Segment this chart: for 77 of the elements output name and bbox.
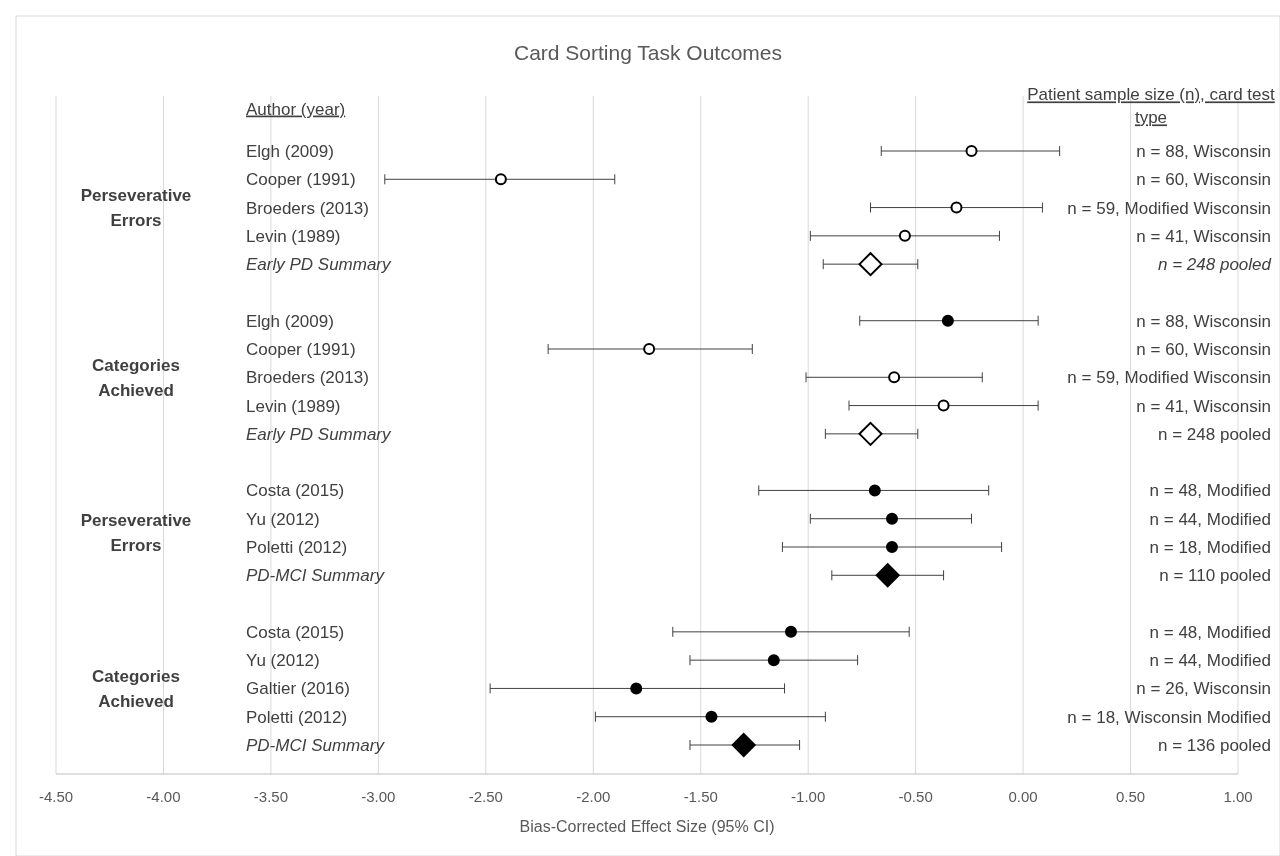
point: [941, 314, 954, 327]
y-tick-label: Galtier (2016): [246, 679, 350, 699]
y-tick-label: Broeders (2013): [246, 198, 369, 218]
y-tick-label: Elgh (2009): [246, 311, 334, 331]
y-tick-label: Broeders (2013): [246, 368, 369, 388]
y-tick-label: Costa (2015): [246, 622, 345, 642]
y-tick-label: PD-MCI Summary: [246, 736, 386, 755]
y-tick-label: Yu (2012): [246, 651, 320, 671]
point: [630, 682, 643, 695]
y-tick-label: Cooper (1991): [246, 170, 356, 190]
y2-tick-label: n = 60, Wisconsin: [1136, 170, 1271, 190]
point: [965, 145, 978, 157]
y2-tick-label: n = 48, Modified: [1149, 481, 1271, 501]
y2-tick-label: n = 41, Wisconsin: [1136, 226, 1271, 246]
x-tick-label: 0.00: [1008, 788, 1038, 805]
point: [643, 343, 656, 355]
y2-tick-label: n = 59, Modified Wisconsin: [1067, 368, 1271, 388]
y2-tick-label: n = 18, Modified: [1149, 538, 1271, 557]
y-tick-label: Elgh (2009): [246, 142, 334, 161]
y2-tick-label: n = 44, Modified: [1149, 509, 1271, 529]
point: [937, 399, 950, 412]
point: [888, 371, 901, 384]
x-tick-label: -3.50: [253, 788, 289, 805]
y-tick-label: Costa (2015): [246, 481, 345, 501]
x-tick-label: -3.00: [361, 788, 396, 805]
y-tick-label: PD-MCI Summary: [246, 566, 386, 586]
y-tick-label: Levin (1989): [246, 396, 341, 416]
point: [494, 173, 507, 186]
point: [858, 252, 883, 277]
point: [875, 563, 900, 588]
y2-tick-label: n = 59, Modified Wisconsin: [1067, 198, 1271, 218]
point: [886, 541, 898, 553]
y2-tick-label: n = 88, Wisconsin: [1136, 142, 1271, 161]
y2-tick-label: n = 110 pooled: [1159, 566, 1271, 586]
x-tick-label: 1.00: [1223, 788, 1253, 805]
y-tick-label: Poletti (2012): [246, 707, 348, 727]
y2-tick-label: n = 248 pooled: [1158, 255, 1272, 275]
point: [784, 625, 797, 638]
y2-tick-label: n = 88, Wisconsin: [1136, 311, 1271, 331]
text: Author (year): [246, 99, 346, 119]
y2-tick-label: n = 18, Wisconsin Modified: [1067, 707, 1271, 727]
x-tick-label: -2.50: [468, 788, 503, 805]
y2-tick-label: n = 26, Wisconsin: [1136, 679, 1271, 699]
x-tick-label: -2.00: [576, 788, 611, 805]
x-tick-label: 0.50: [1115, 788, 1146, 805]
y2-tick-label: n = 41, Wisconsin: [1136, 396, 1271, 416]
y-tick-label: Poletti (2012): [246, 538, 348, 557]
point: [886, 512, 898, 525]
point: [705, 710, 718, 723]
y2-tick-label: n = 48, Modified: [1149, 622, 1271, 642]
y2-tick-label: n = 44, Modified: [1149, 651, 1271, 671]
y-tick-label: Early PD Summary: [246, 255, 393, 275]
point: [898, 229, 911, 242]
annotation: Perseverative Errors: [80, 511, 192, 556]
point: [868, 484, 881, 497]
x-tick-label: -1.00: [791, 788, 826, 805]
text: Patient sample size (n), card test type: [1027, 85, 1276, 128]
y2-tick-label: n = 60, Wisconsin: [1136, 340, 1271, 359]
x-axis-title: Bias-Corrected Effect Size (95% CI): [519, 818, 775, 835]
y2-tick-label: n = 136 pooled: [1158, 736, 1271, 755]
x-tick-label: -4.50: [38, 788, 74, 805]
point: [858, 421, 883, 446]
y-tick-label: Yu (2012): [246, 509, 320, 529]
annotation: Categories Achieved: [92, 666, 180, 711]
x-tick-label: -0.50: [898, 788, 933, 805]
x-tick-label: -1.50: [683, 788, 718, 805]
y-tick-label: Levin (1989): [246, 226, 341, 246]
x-tick-label: -4.00: [146, 788, 181, 805]
chart-title: Card Sorting Task Outcomes: [513, 41, 783, 64]
annotation: Perseverative Errors: [80, 186, 192, 231]
point: [731, 733, 756, 757]
point: [950, 201, 963, 214]
y2-tick-label: n = 248 pooled: [1158, 424, 1271, 444]
point: [767, 654, 780, 667]
y-tick-label: Cooper (1991): [246, 340, 356, 359]
y-tick-label: Early PD Summary: [246, 424, 393, 444]
annotation: Categories Achieved: [92, 355, 180, 400]
